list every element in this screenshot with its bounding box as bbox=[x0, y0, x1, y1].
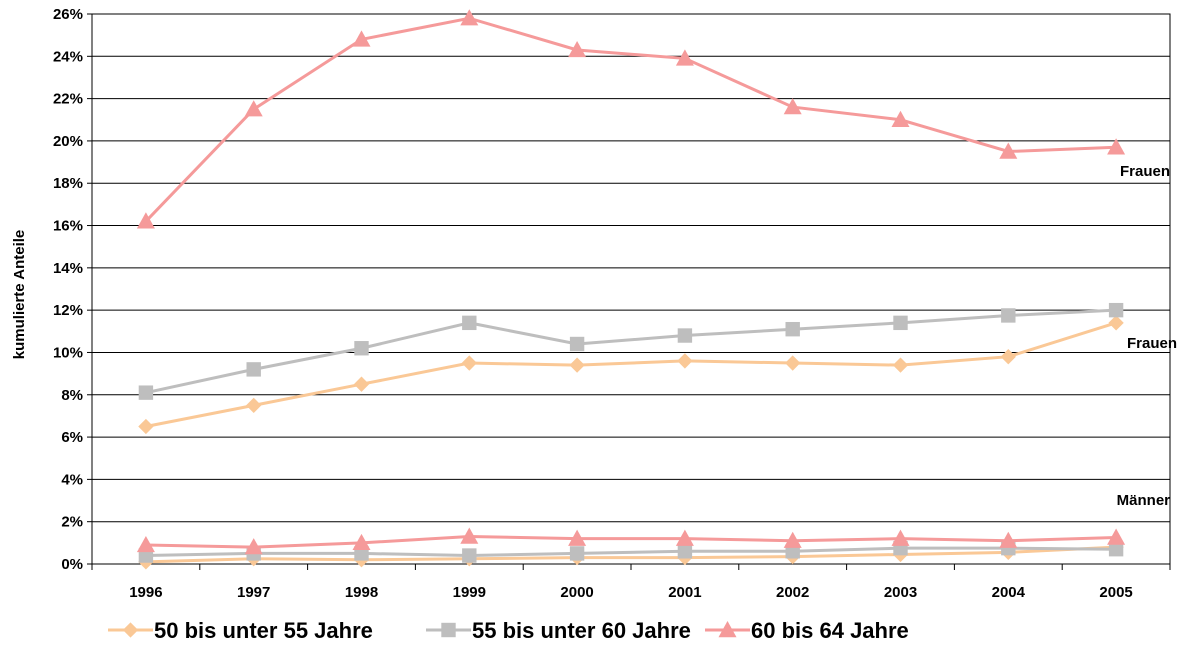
y-tick-label: 16% bbox=[53, 218, 83, 235]
data-point-triangle bbox=[136, 212, 155, 229]
x-tick-label: 2005 bbox=[1099, 584, 1132, 601]
data-point-square bbox=[1108, 541, 1124, 557]
x-tick-label: 2002 bbox=[776, 584, 809, 601]
series-line-frauen-0 bbox=[145, 321, 1117, 428]
data-point-diamond bbox=[677, 353, 693, 369]
y-tick-label: 22% bbox=[53, 91, 83, 108]
series-line-maenner-4 bbox=[145, 546, 1117, 558]
data-point-square bbox=[569, 546, 585, 561]
group-annotation: Frauen bbox=[1120, 163, 1170, 180]
data-point-square bbox=[677, 544, 693, 559]
group-annotation: Männer bbox=[1117, 492, 1171, 509]
data-point-triangle bbox=[244, 538, 263, 555]
y-tick-label: 2% bbox=[61, 514, 83, 531]
legend-label: 50 bis unter 55 Jahre bbox=[154, 618, 373, 643]
x-tick-label: 1996 bbox=[129, 584, 162, 601]
y-axis-title: kumulierte Anteile bbox=[11, 230, 28, 359]
y-tick-label: 6% bbox=[61, 429, 83, 446]
data-point-square bbox=[677, 328, 693, 343]
data-point-diamond bbox=[785, 355, 801, 371]
data-point-triangle bbox=[675, 529, 694, 546]
data-point-square bbox=[354, 341, 369, 356]
y-tick-label: 20% bbox=[53, 133, 83, 150]
data-point-triangle bbox=[460, 9, 479, 26]
data-point-diamond bbox=[461, 355, 477, 371]
group-annotation: Frauen bbox=[1127, 335, 1177, 352]
data-point-square bbox=[1001, 308, 1016, 323]
series-line-maenner-3 bbox=[145, 545, 1117, 564]
data-point-triangle bbox=[136, 535, 155, 553]
data-point-triangle bbox=[783, 98, 802, 115]
x-tick-label: 2000 bbox=[560, 584, 593, 601]
data-point-triangle bbox=[999, 531, 1018, 548]
data-point-triangle bbox=[352, 30, 371, 47]
legend-marker-diamond bbox=[122, 622, 139, 638]
data-point-diamond bbox=[569, 357, 585, 373]
data-point-triangle bbox=[244, 100, 263, 117]
x-tick-label: 2001 bbox=[668, 584, 701, 601]
data-point-square bbox=[462, 315, 477, 331]
data-point-triangle bbox=[675, 49, 694, 66]
data-point-diamond bbox=[353, 376, 370, 392]
data-point-diamond bbox=[1108, 315, 1124, 331]
y-tick-label: 8% bbox=[61, 387, 83, 404]
x-tick-label: 1999 bbox=[453, 584, 486, 601]
data-point-square bbox=[246, 362, 261, 377]
x-tick-label: 2004 bbox=[992, 584, 1026, 601]
y-tick-label: 18% bbox=[53, 175, 83, 192]
series-line-frauen-1 bbox=[145, 308, 1117, 395]
series-line-maenner-5 bbox=[145, 534, 1117, 549]
data-point-square bbox=[569, 336, 585, 352]
plot-area bbox=[91, 13, 1171, 565]
y-tick-label: 0% bbox=[61, 556, 83, 573]
legend-marker-triangle bbox=[718, 621, 737, 638]
data-point-square bbox=[785, 321, 800, 337]
y-tick-label: 26% bbox=[53, 6, 83, 23]
data-point-diamond bbox=[1000, 349, 1016, 365]
data-point-square bbox=[1108, 302, 1124, 318]
x-tick-label: 1998 bbox=[345, 584, 378, 601]
data-point-square bbox=[138, 385, 154, 400]
data-point-square bbox=[893, 315, 908, 331]
legend-label: 60 bis 64 Jahre bbox=[751, 618, 909, 643]
y-tick-label: 14% bbox=[53, 260, 83, 277]
y-tick-label: 4% bbox=[61, 471, 83, 488]
data-point-square bbox=[462, 548, 477, 563]
y-tick-label: 24% bbox=[53, 48, 83, 65]
data-point-triangle bbox=[568, 40, 587, 58]
x-tick-label: 1997 bbox=[237, 584, 270, 601]
data-point-triangle bbox=[891, 529, 910, 546]
data-point-triangle bbox=[999, 142, 1018, 159]
data-point-triangle bbox=[891, 110, 910, 127]
data-point-diamond bbox=[138, 418, 154, 435]
legend-label: 55 bis unter 60 Jahre bbox=[472, 618, 691, 643]
legend-marker-square bbox=[441, 622, 456, 638]
series-line-frauen-2 bbox=[144, 16, 1117, 223]
data-point-diamond bbox=[246, 397, 262, 413]
y-tick-label: 10% bbox=[53, 344, 83, 361]
y-tick-label: 12% bbox=[53, 302, 83, 319]
data-point-triangle bbox=[1107, 528, 1126, 545]
data-point-triangle bbox=[352, 533, 371, 551]
data-point-triangle bbox=[1107, 138, 1126, 155]
x-tick-label: 2003 bbox=[884, 584, 917, 601]
data-point-triangle bbox=[568, 529, 587, 546]
data-point-diamond bbox=[892, 357, 909, 373]
data-point-triangle bbox=[783, 531, 802, 548]
data-point-triangle bbox=[460, 527, 479, 544]
